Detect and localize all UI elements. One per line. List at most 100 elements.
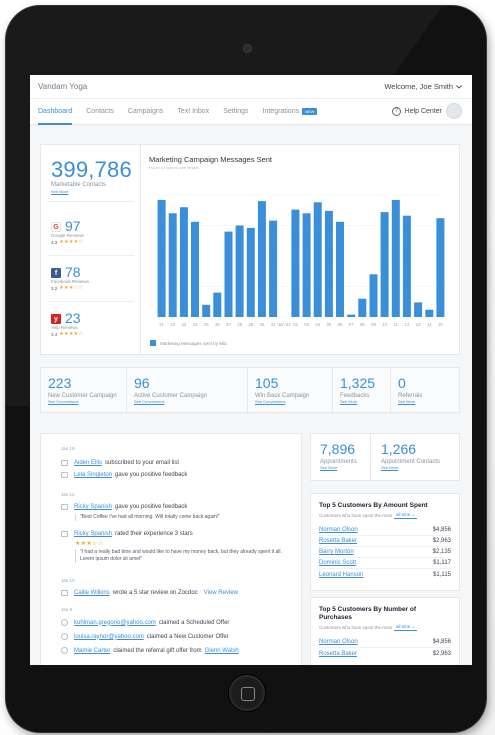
comment-icon [61,590,68,596]
x-tick-label: 06 [338,322,343,327]
chart-bar[interactable] [414,302,423,317]
chart-bar[interactable] [380,212,389,317]
chart-bar[interactable] [291,209,300,317]
customer-link[interactable]: Rosetta Baker [319,650,358,657]
time-filter-select[interactable]: all time ⌄ [394,624,418,631]
referrer-link[interactable]: Glenn Walsh [204,647,239,654]
feed-item: Ricky Spanish rated their experience 3 st… [61,531,193,537]
avatar[interactable] [446,103,462,119]
chart-bar[interactable] [336,221,344,317]
contact-link[interactable]: Ricky Spanish [74,504,113,510]
feed-item: louisa.raynor@yahoo.com claimed a New Cus… [61,633,229,640]
see-more-link[interactable]: See More [340,399,358,404]
see-conversions-link[interactable]: See Conversions [255,399,286,404]
see-conversions-link[interactable]: See Conversions [134,399,165,404]
time-filter-value: all time [396,624,411,629]
chart-bar[interactable] [235,225,244,318]
marketable-see-more-link[interactable]: See More [51,189,69,194]
chart-bar[interactable] [302,213,311,317]
kpi-referrals: 0 Referrals See More [391,368,459,414]
feed-text: claimed the referral gift offer from [113,647,202,654]
tab-campaigns[interactable]: Campaigns [127,108,164,115]
home-square-icon [241,687,255,701]
top5-amount-subtitle: Customers who have spent the most all tim… [319,512,459,519]
tab-integrations[interactable]: Integrations NEW [263,99,318,125]
view-review-link[interactable]: View Review [203,590,238,596]
see-more-link[interactable]: See More [398,399,416,404]
chart-bar[interactable] [402,215,411,317]
chart-bar[interactable] [391,199,400,317]
feed-text: gave you positive feedback [115,472,188,478]
customer-link[interactable]: Rosetta Baker [319,538,358,544]
chart-bar[interactable] [224,231,233,317]
mail-icon [61,460,68,466]
chart-bar[interactable] [202,304,211,317]
customer-link[interactable]: Norman Olson [319,527,358,533]
table-row: Rosetta Baker $2,963 [319,536,451,547]
chart-bar[interactable] [257,201,266,317]
stats-card: 399,786 Marketable Contacts See More G 9… [40,144,460,355]
chart-bar[interactable] [157,199,166,317]
table-row: Rosetta Baker $2,963 [319,648,451,659]
chart-bar[interactable] [179,207,188,317]
home-button[interactable] [228,674,266,712]
appointments-card: 7,896 Appointments See More 1,266 Appoin… [310,433,460,481]
yelp-review-block: y 23 Yelp Reviews 3.4 ★★★★☆ [51,310,137,348]
chart-bar[interactable] [246,227,255,317]
contact-link[interactable]: kuhlman.gregorio@yahoo.com [74,619,156,626]
feed-item: Aiden Ellis subscribed to your email list [61,460,179,466]
contact-link[interactable]: Callie Wilkins [74,590,110,596]
campaign-kpis: 223 New Customer Campaign See Conversion… [40,367,460,414]
tab-contacts[interactable]: Contacts [86,108,114,115]
feed-text: gave you positive feedback [115,504,188,510]
kpi-new-customer: 223 New Customer Campaign See Conversion… [41,368,127,414]
customer-link[interactable]: Leonard Hanson [319,571,364,578]
chart-bar[interactable] [191,221,199,317]
time-filter-select[interactable]: all time ⌄ [394,512,418,519]
top5-amount-desc: Customers who have spent the most [319,513,393,518]
chart-bar[interactable] [347,314,356,317]
contact-link[interactable]: Mamie Carter [74,647,111,654]
chart-bar[interactable] [369,274,378,317]
chart-bar[interactable] [358,298,367,317]
contact-link[interactable]: louisa.raynor@yahoo.com [74,633,144,640]
chart-bar[interactable] [425,309,434,317]
kpi-label: Appointment Contacts [381,459,441,465]
x-tick-label: 15 [438,322,443,327]
table-row: Barry Morton $2,135 [319,547,451,558]
x-tick-label: 07 [349,322,354,327]
star-rating-icon: ★★★☆☆ [59,285,84,291]
kpi-value: 105 [255,375,279,391]
see-conversions-link[interactable]: See Conversions [48,399,79,404]
top-bar: Vandam Yoga Welcome, Joe Smith [30,75,472,99]
customer-link[interactable]: Norman Olson [319,639,358,645]
help-center[interactable]: ? Help Center [391,103,462,119]
customer-link[interactable]: Barry Morton [319,549,354,555]
customer-amount: $2,963 [432,538,451,544]
google-icon: G [51,222,61,232]
activity-feed-list: Jan 15 Aiden Ellis subscribed to your ema… [41,434,303,665]
customer-link[interactable]: Dominic Scott [319,560,357,566]
tab-dashboard[interactable]: Dashboard [38,99,73,125]
chart-bar[interactable] [324,210,333,317]
contact-link[interactable]: Ricky Spanish [74,531,113,537]
chart-bar[interactable] [213,292,222,317]
tab-settings[interactable]: Settings [223,108,249,115]
google-review-block: G 97 Google Reviews 4.3 ★★★★☆ [51,218,137,256]
contact-link[interactable]: Aiden Ellis [74,460,103,466]
chart-bar[interactable] [168,213,177,317]
chart-bar[interactable] [269,220,278,317]
chart-bar[interactable] [313,202,322,317]
x-tick-label: 11 [394,322,399,327]
see-more-link[interactable]: See More [381,465,399,470]
x-tick-label: 03 [304,322,309,327]
yelp-review-count: 23 [65,310,81,326]
feed-date: Jan 10 [61,578,75,583]
contact-link[interactable]: Lela Singleton [74,472,113,478]
chart-bar[interactable] [436,218,445,317]
tab-text-inbox[interactable]: Text Inbox [177,108,210,115]
see-more-link[interactable]: See More [320,465,338,470]
x-tick-label: 27 [226,322,231,327]
account-menu[interactable]: Welcome, Joe Smith [384,82,462,91]
facebook-rating: 3.2 ★★★☆☆ [51,285,83,291]
